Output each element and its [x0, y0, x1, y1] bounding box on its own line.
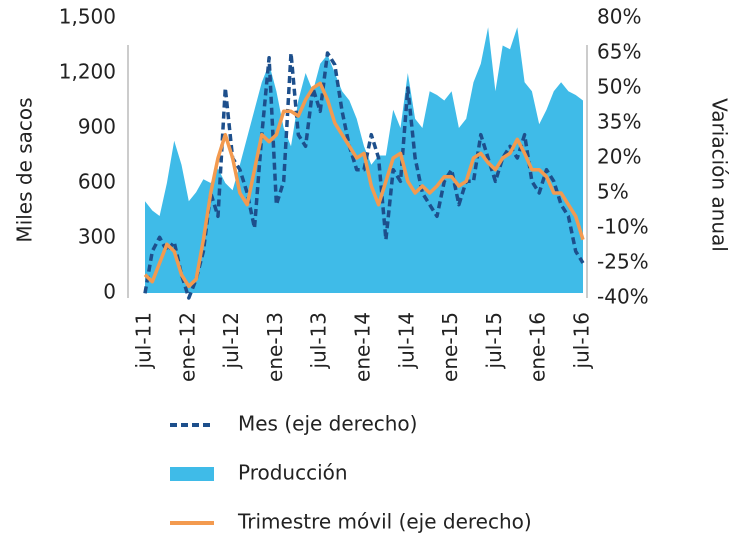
x-tick-label: ene-14 [351, 312, 375, 382]
x-tick-label: jul-16 [570, 312, 594, 369]
y2-tick-label: -25% [597, 250, 649, 274]
legend-label: Mes (eje derecho) [238, 412, 417, 436]
y2-tick-label: 5% [597, 180, 629, 204]
x-tick-label: jul-11 [132, 312, 156, 369]
y2-tick-label: 50% [597, 75, 641, 99]
x-tick-label: jul-14 [394, 312, 418, 369]
x-tick-label: ene-16 [526, 312, 550, 382]
y2-tick-label: 65% [597, 40, 641, 64]
y-tick-label: 0 [103, 280, 116, 304]
y-tick-label: 1,200 [59, 60, 116, 84]
y-tick-label: 900 [78, 115, 116, 139]
legend-label: Producción [238, 461, 348, 485]
y-tick-label: 1,500 [59, 5, 116, 29]
y-tick-label: 300 [78, 225, 116, 249]
x-tick-label: ene-15 [438, 312, 462, 382]
y2-axis-title: Variación anual [708, 98, 732, 252]
y2-tick-label: 20% [597, 145, 641, 169]
x-tick-label: ene-13 [263, 312, 287, 382]
line [143, 51, 585, 300]
x-tick-label: jul-12 [219, 312, 243, 369]
legend-swatch [170, 467, 214, 481]
x-tick-label: jul-13 [307, 312, 331, 369]
y2-tick-label: -10% [597, 215, 649, 239]
y-axis-title: Miles de sacos [13, 97, 37, 242]
line [143, 81, 585, 289]
x-tick-label: ene-12 [175, 312, 199, 382]
y2-tick-label: 80% [597, 5, 641, 29]
y-tick-label: 600 [78, 170, 116, 194]
y2-tick-label: 35% [597, 110, 641, 134]
legend-label: Trimestre móvil (eje derecho) [237, 510, 532, 534]
y2-tick-label: -40% [597, 285, 649, 309]
x-tick-label: jul-15 [482, 312, 506, 369]
